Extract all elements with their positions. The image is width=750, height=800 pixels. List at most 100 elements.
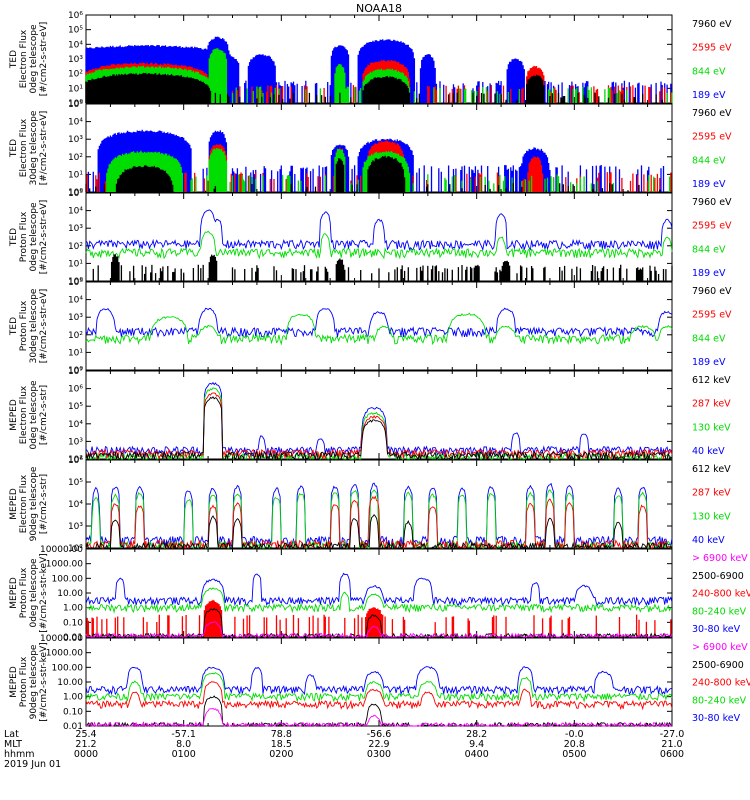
legend-entry: 40 keV [692, 446, 725, 457]
legend-entry: 30-80 keV [692, 713, 741, 724]
y-tick-label: 10¹ [68, 259, 83, 269]
y-tick-label: 10⁰ [68, 366, 83, 376]
legend-entry: 287 keV [692, 488, 731, 499]
date-label: 2019 Jun 01 [4, 759, 61, 770]
y-tick-label: 10² [68, 331, 83, 341]
y-tick-label: 10³ [68, 224, 83, 234]
y-axis-label-line: 0deg telescope [29, 558, 39, 628]
y-tick-label: 0.01 [63, 722, 83, 732]
legend-entry: 189 eV [692, 268, 726, 279]
legend-entry: 7960 eV [692, 197, 732, 208]
legend-entry: 844 eV [692, 66, 726, 77]
y-tick-label: 10³ [68, 522, 83, 532]
series-red-trace [85, 681, 673, 711]
y-tick-label: 10⁰ [68, 99, 83, 109]
panel-7: 0.010.101.0010.00100.001000.0010000.00ME… [9, 545, 750, 643]
bottom-axis-value: 22.9 [368, 739, 389, 750]
bottom-axis-value: -0.0 [565, 729, 584, 740]
y-tick-label: 10² [68, 455, 83, 465]
series-blue-trace [85, 307, 673, 339]
series-black-trace [85, 396, 673, 461]
bottom-axis-value: 21.0 [661, 739, 682, 750]
y-tick-label: 10³ [68, 313, 83, 323]
y-tick-label: 1.00 [63, 604, 83, 614]
y-tick-label: 10⁷ [68, 367, 83, 377]
bottom-row-label: MLT [4, 739, 22, 750]
legend-entry: 844 eV [692, 244, 726, 255]
series-blue-trace [85, 666, 672, 696]
y-tick-label: 10⁶ [68, 11, 83, 21]
y-axis-label: TEDProton Flux30deg telescope[#/cm2-s-st… [9, 288, 49, 363]
y-axis-label-line: Proton Flux [19, 211, 29, 262]
y-axis-label-line: MEPED [9, 666, 19, 698]
series-green-trace [85, 387, 673, 461]
panel-4: 10⁰ 10¹ 10² 10³ 10⁴ 10⁵ TEDProton Flux30deg te… [9, 278, 732, 376]
y-tick-label: 10⁴ [68, 207, 83, 217]
y-axis-label: MEPEDProton Flux90deg telescope[#/cm2-s-… [9, 642, 49, 721]
y-axis-label-line: MEPED [9, 577, 19, 609]
bottom-axis-value: 0200 [269, 749, 293, 760]
bottom-axis-value: 0400 [465, 749, 489, 760]
series-green-trace [85, 587, 673, 614]
legend-entry: 189 eV [692, 90, 726, 101]
bottom-axis-value: 8.0 [176, 739, 191, 750]
y-axis-label-line: TED [9, 317, 19, 336]
y-tick-label: 0.10 [63, 707, 83, 717]
y-axis-label-line: [#/cm2-s-str] [39, 474, 49, 534]
y-tick-label: 10⁶ [68, 385, 83, 395]
panel-frame [85, 637, 673, 727]
y-axis-label-line: [#/cm2-s-str-keV] [39, 642, 49, 721]
y-axis-label-line: Proton Flux [19, 656, 29, 707]
bottom-axis-value: 25.4 [75, 729, 96, 740]
y-axis-label: TEDElectron Flux30deg telescope[#/cm2-s-… [9, 110, 49, 185]
y-axis-label-line: MEPED [9, 488, 19, 520]
legend-entry: 2595 eV [692, 310, 732, 321]
y-tick-label: 10⁴ [68, 296, 83, 306]
y-tick-label: 100.00 [52, 663, 84, 673]
y-axis-label-line: Electron Flux [19, 474, 29, 533]
legend-entry: 189 eV [692, 357, 726, 368]
y-tick-label: 10⁴ [68, 40, 83, 50]
y-tick-label: 10³ [68, 135, 83, 145]
y-tick-label: 10⁴ [68, 118, 83, 128]
series-red-trace [85, 495, 673, 550]
y-axis-label-line: 30deg telescope [29, 288, 39, 363]
y-axis-label-line: 90deg telescope [29, 644, 39, 719]
y-axis-label-line: [#/cm2-s-str-eV] [39, 289, 49, 364]
legend-entry: 612 keV [692, 375, 731, 386]
panel-2: 10⁰ 10¹ 10² 10³ 10⁴ 10⁵ TEDElectron Flux30deg … [9, 100, 732, 198]
y-tick-label: 10⁰ [68, 277, 83, 287]
series-magenta-trace [85, 708, 673, 728]
legend-entry: > 6900 keV [692, 642, 748, 653]
y-tick-label: 10.00 [57, 589, 83, 599]
y-axis-label: TEDElectron Flux0deg telescope[#/cm2-s-s… [9, 22, 49, 97]
panel-frame [85, 281, 673, 371]
y-tick-label: 0.01 [63, 633, 83, 643]
y-axis-label-line: [#/cm2-s-str-keV] [39, 553, 49, 632]
legend-entry: 2500-6900 [692, 571, 744, 582]
series-blue-trace [85, 381, 673, 458]
y-tick-label: 10000.00 [40, 545, 83, 555]
legend-entry: 7960 eV [692, 19, 732, 30]
bottom-axis-value: -56.6 [367, 729, 392, 740]
bottom-row-label: hhmm [4, 749, 35, 760]
series-green-trace [85, 672, 673, 703]
series-green-trace [85, 312, 673, 346]
legend-entry: 2595 eV [692, 132, 732, 143]
panel-6: 10² 10³ 10⁴ 10⁵ 10⁶ MEPEDElectron Flux90deg t… [9, 456, 731, 554]
chart-title: NOAA18 [356, 2, 402, 15]
bottom-row-label: Lat [4, 729, 19, 740]
panel-frame [85, 192, 673, 282]
y-tick-label: 10² [68, 242, 83, 252]
y-tick-label: 10⁵ [68, 26, 83, 36]
legend-entry: 287 keV [692, 399, 731, 410]
y-tick-label: 10¹ [68, 170, 83, 180]
y-tick-label: 10⁴ [68, 420, 83, 430]
legend-entry: 2595 eV [692, 43, 732, 54]
legend-entry: 2595 eV [692, 221, 732, 232]
series-red-trace [86, 599, 672, 637]
series-blue-trace [85, 572, 673, 607]
